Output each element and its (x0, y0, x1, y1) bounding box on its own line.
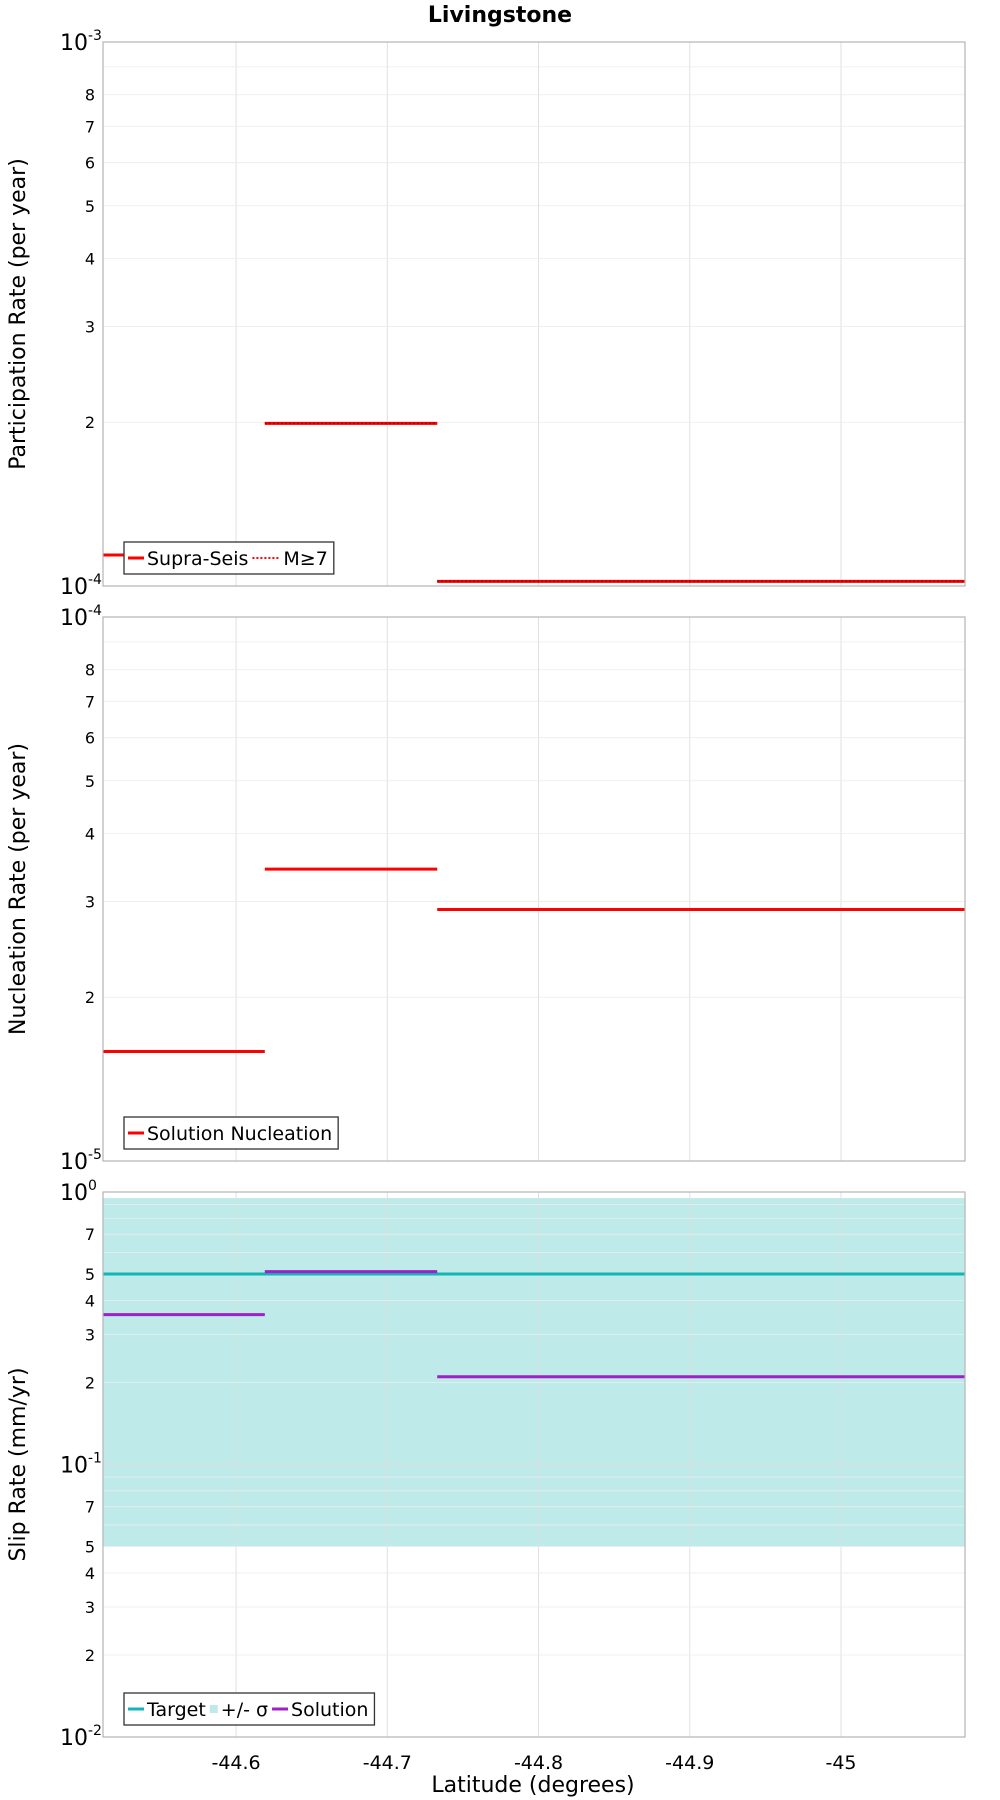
y-tick-label: 7 (85, 117, 95, 136)
y-tick-label: 6 (85, 154, 95, 173)
y-tick-label: 2 (85, 988, 95, 1007)
x-tick-label: -44.6 (211, 1752, 260, 1774)
legend-label: Solution (291, 1699, 368, 1721)
y-tick-label: 8 (85, 86, 95, 105)
y-tick-label: 4 (85, 1291, 95, 1310)
plot-frame (102, 616, 966, 1162)
y-axis-label: Nucleation Rate (per year) (6, 743, 31, 1035)
y-tick-label: 8 (85, 661, 95, 680)
chart-panels: 2 3 4 5 6 7 8 10-3 10-4 Participation Rate (per y… (6, 28, 966, 1774)
y-tick-label-major: 10-3 (60, 28, 102, 56)
y-axis-label: Participation Rate (per year) (6, 158, 31, 470)
legend: Supra-Seis M≥7 (123, 541, 335, 575)
y-axis-label: Slip Rate (mm/yr) (6, 1367, 31, 1561)
legend-box (123, 1692, 376, 1726)
legend-box (123, 1116, 339, 1150)
y-tick-label-major: 10-1 (60, 1451, 102, 1479)
legend-label: +/- σ (221, 1699, 268, 1721)
y-tick-label-major: 10-5 (60, 1147, 102, 1175)
x-tick-label: -44.9 (665, 1752, 714, 1774)
y-tick-label: 2 (85, 1646, 95, 1665)
y-tick-label: 3 (85, 317, 95, 336)
y-tick-label: 3 (85, 1325, 95, 1344)
y-tick-label: 4 (85, 1564, 95, 1583)
x-tick-label: -44.8 (514, 1752, 563, 1774)
legend-label: Target (146, 1699, 206, 1721)
y-tick-label: 6 (85, 729, 95, 748)
chart-title: Livingstone (428, 3, 572, 28)
panel-1: 2 3 4 5 6 7 8 10-3 10-4 Participation Rate (per y… (6, 28, 966, 600)
legend: Solution Nucleation (123, 1116, 339, 1150)
y-tick-label: 3 (85, 1598, 95, 1617)
y-tick-label-major: 10-2 (60, 1723, 102, 1751)
y-tick-label: 4 (85, 249, 95, 268)
y-tick-label: 2 (85, 1373, 95, 1392)
plot-frame (102, 41, 966, 587)
y-tick-label: 7 (85, 1225, 95, 1244)
y-tick-label-major: 10-4 (60, 572, 102, 600)
y-tick-label: 3 (85, 892, 95, 911)
plot-frame (102, 1191, 966, 1738)
panel-3: 2 3 4 5 7 2 3 4 5 7 100 10-1 10-2 Slip Rate (mm/yr) -4… (6, 1178, 966, 1774)
x-tick-label: -45 (825, 1752, 856, 1774)
y-tick-label-major: 10-4 (60, 603, 102, 631)
y-tick-label: 7 (85, 692, 95, 711)
legend-box (123, 541, 335, 575)
y-tick-label: 5 (85, 772, 95, 791)
x-tick-label: -44.7 (363, 1752, 412, 1774)
x-axis-label: Latitude (degrees) (431, 1773, 634, 1798)
y-tick-label-major: 100 (60, 1178, 97, 1206)
sigma-band (103, 1198, 965, 1547)
y-tick-label: 4 (85, 824, 95, 843)
y-tick-label: 5 (85, 1538, 95, 1557)
panel-2: 2 3 4 5 6 7 8 10-4 10-5 Nucleation Rate (per year… (6, 603, 966, 1175)
y-tick-label: 2 (85, 413, 95, 432)
y-tick-label: 5 (85, 1265, 95, 1284)
legend-label: Supra-Seis (147, 548, 248, 570)
legend-label: Solution Nucleation (147, 1123, 332, 1145)
legend-swatch (209, 1705, 218, 1713)
y-tick-label: 5 (85, 197, 95, 216)
legend: Target +/- σ Solution (123, 1692, 376, 1726)
y-tick-label: 7 (85, 1498, 95, 1517)
legend-label: M≥7 (283, 548, 327, 570)
